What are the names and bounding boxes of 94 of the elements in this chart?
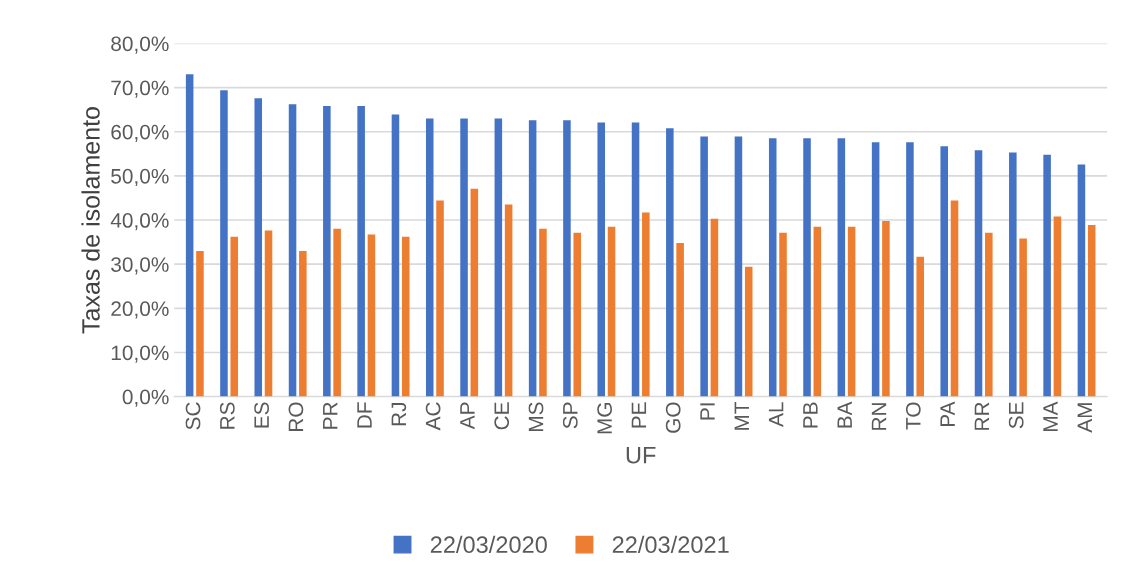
bar [974,150,983,397]
bar [539,228,547,397]
y-tick-label: 50,0% [111,168,169,187]
bar [504,204,513,397]
bar [837,138,846,397]
bar [288,104,297,397]
x-tick-label: TO [905,402,921,430]
bar [1077,164,1086,397]
bar [357,106,365,397]
bar [436,200,444,397]
bar [264,230,273,397]
y-tick-label: 10,0% [111,345,169,363]
bar [573,232,581,397]
bar [470,188,479,397]
bar [230,236,239,397]
y-tick-label: 60,0% [111,124,169,142]
bar [401,236,410,397]
x-tick-label: SE [1008,402,1024,429]
x-tick-label: AL [768,402,784,427]
x-tick-label: CE [494,402,510,430]
y-tick-label: 40,0% [110,213,169,231]
bar [734,136,743,397]
x-tick-label: SP [562,402,578,429]
y-axis-title: Taxas de isolamento [81,107,100,334]
x-tick-label: MT [734,401,749,430]
bar [1009,152,1017,397]
legend-label: 22/03/2021 [612,535,729,554]
bar [367,234,376,397]
x-tick-label: SC [185,402,201,430]
bar [597,122,606,397]
x-tick-label: AC [425,402,441,431]
bar [1087,224,1096,397]
x-tick-label: RR [974,402,990,430]
bar [666,128,674,397]
bar [676,242,684,397]
bar [950,200,959,397]
bar [768,138,777,397]
x-tick-label: BA [837,401,852,428]
bar [871,142,880,397]
bar [710,218,719,397]
bar [940,146,948,397]
bar [1043,154,1051,397]
x-tick-label: DF [357,402,372,428]
y-tick-label: 30,0% [111,257,169,275]
y-tick-label: 70,0% [111,80,169,98]
x-tick-label: RO [288,402,304,432]
x-tick-label: AM [1077,403,1092,433]
x-tick-label: RJ [391,403,407,426]
x-tick-label: MS [528,402,544,432]
bar [1053,216,1062,397]
bar [220,90,228,397]
y-tick-label: 20,0% [111,301,169,319]
bar [425,118,434,397]
bar [528,120,537,397]
bar [254,98,263,397]
bar [882,220,890,397]
bar [631,122,640,397]
bar [323,106,331,397]
x-tick-label: MA [1043,401,1058,432]
bar [391,114,400,397]
y-tick-label: 80,0% [111,36,169,54]
x-tick-label: PR [323,402,338,429]
x-tick-label: GO [665,402,681,433]
bar [185,74,194,397]
x-tick-label: PE [631,402,647,428]
x-tick-label: RS [219,402,235,429]
bar [906,142,914,397]
bar [299,250,307,397]
bar [196,250,204,397]
bar [607,226,616,397]
legend-label: 22/03/2020 [430,535,547,554]
bar [803,138,811,397]
x-axis-title: UF [626,447,656,464]
x-tick-label: ES [254,402,269,428]
bar [744,266,753,397]
x-tick-label: PB [803,402,818,428]
bar [642,212,650,397]
bar [779,232,787,397]
bar [700,136,708,397]
y-tick-label: 0,0% [122,389,169,407]
bar [916,256,924,397]
x-tick-label: MG [597,403,612,434]
x-tick-label: PA [940,401,955,427]
bar [563,120,571,397]
bar [985,232,993,397]
bar [494,118,503,397]
bar [813,226,822,397]
bar [333,228,341,397]
x-tick-label: PI [700,403,715,420]
bar [847,226,856,397]
bar [460,118,468,397]
bar [1019,238,1027,397]
x-tick-label: RN [871,403,887,430]
x-tick-label: AP [460,402,475,430]
